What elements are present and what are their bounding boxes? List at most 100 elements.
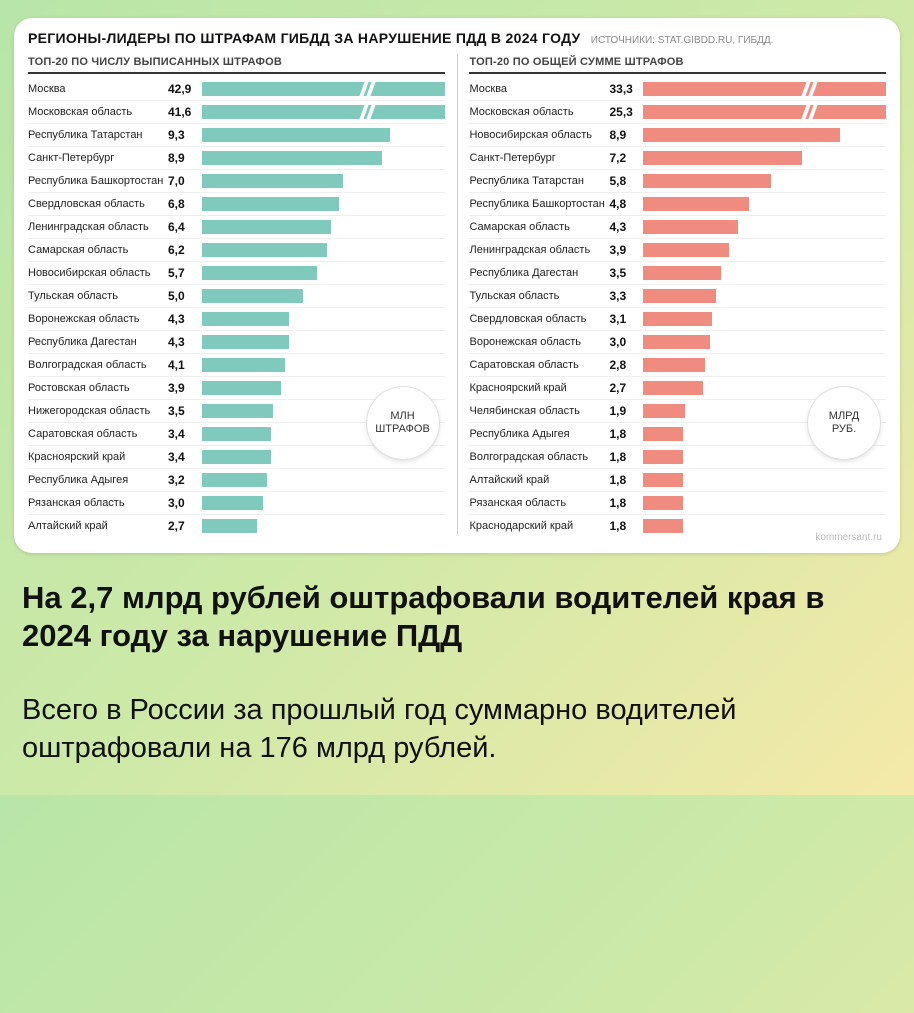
right-bar-track — [643, 174, 886, 188]
right-bar-track — [643, 335, 886, 349]
right-region-label: Республика Дагестан — [469, 267, 609, 279]
left-bar-track — [202, 243, 445, 257]
left-bar-track — [202, 151, 445, 165]
left-chart-rows: Москва42,9Московская область41,6Республи… — [28, 78, 445, 537]
left-row: Алтайский край2,7 — [28, 515, 445, 537]
right-bar-track — [643, 151, 886, 165]
left-region-label: Санкт-Петербург — [28, 152, 168, 164]
left-value-label: 5,0 — [168, 289, 202, 303]
right-region-label: Московская область — [469, 106, 609, 118]
right-bar-track — [643, 197, 886, 211]
left-value-label: 3,0 — [168, 496, 202, 510]
left-value-label: 6,8 — [168, 197, 202, 211]
left-region-label: Рязанская область — [28, 497, 168, 509]
right-region-label: Алтайский край — [469, 474, 609, 486]
right-bar — [643, 105, 886, 119]
left-row: Москва42,9 — [28, 78, 445, 101]
right-bar-track — [643, 243, 886, 257]
left-value-label: 3,2 — [168, 473, 202, 487]
left-value-label: 5,7 — [168, 266, 202, 280]
left-row: Волгоградская область4,1 — [28, 354, 445, 377]
right-value-label: 5,8 — [609, 174, 643, 188]
right-bar — [643, 220, 738, 234]
right-row: Свердловская область3,1 — [469, 308, 886, 331]
right-bar-track — [643, 82, 886, 96]
right-bar — [643, 128, 839, 142]
left-bar — [202, 220, 331, 234]
right-row: Рязанская область1,8 — [469, 492, 886, 515]
left-bar-track — [202, 128, 445, 142]
left-value-label: 3,4 — [168, 427, 202, 441]
left-bar — [202, 496, 263, 510]
left-value-label: 7,0 — [168, 174, 202, 188]
left-bar-track — [202, 519, 445, 533]
left-region-label: Тульская область — [28, 290, 168, 302]
left-row: Тульская область5,0 — [28, 285, 445, 308]
right-region-label: Новосибирская область — [469, 129, 609, 141]
right-region-label: Воронежская область — [469, 336, 609, 348]
watermark: kommersant.ru — [815, 532, 882, 543]
charts-divider — [457, 54, 458, 535]
left-region-label: Самарская область — [28, 244, 168, 256]
right-value-label: 2,7 — [609, 381, 643, 395]
left-value-label: 9,3 — [168, 128, 202, 142]
left-region-label: Республика Татарстан — [28, 129, 168, 141]
left-bar-track — [202, 105, 445, 119]
right-row: Тульская область3,3 — [469, 285, 886, 308]
right-bar — [643, 404, 685, 418]
left-row: Свердловская область6,8 — [28, 193, 445, 216]
left-bar-track — [202, 220, 445, 234]
left-bar — [202, 404, 273, 418]
right-region-label: Красноярский край — [469, 382, 609, 394]
right-row: Санкт-Петербург7,2 — [469, 147, 886, 170]
left-chart-title: ТОП-20 ПО ЧИСЛУ ВЫПИСАННЫХ ШТРАФОВ — [28, 52, 445, 74]
right-region-label: Республика Татарстан — [469, 175, 609, 187]
left-bar — [202, 105, 445, 119]
left-unit-bubble: МЛН ШТРАФОВ — [367, 387, 439, 459]
left-value-label: 3,9 — [168, 381, 202, 395]
right-row: Республика Дагестан3,5 — [469, 262, 886, 285]
left-region-label: Красноярский край — [28, 451, 168, 463]
axis-break-icon — [358, 79, 383, 99]
right-region-label: Рязанская область — [469, 497, 609, 509]
left-bar — [202, 427, 271, 441]
right-row: Воронежская область3,0 — [469, 331, 886, 354]
left-row: Новосибирская область5,7 — [28, 262, 445, 285]
right-value-label: 3,5 — [609, 266, 643, 280]
article-headline: На 2,7 млрд рублей оштрафовали водителей… — [22, 579, 892, 655]
left-bar-track — [202, 174, 445, 188]
left-bar — [202, 312, 289, 326]
right-value-label: 8,9 — [609, 128, 643, 142]
right-bar-track — [643, 266, 886, 280]
right-bar — [643, 197, 749, 211]
left-region-label: Новосибирская область — [28, 267, 168, 279]
right-value-label: 3,0 — [609, 335, 643, 349]
right-region-label: Санкт-Петербург — [469, 152, 609, 164]
right-value-label: 4,3 — [609, 220, 643, 234]
right-unit-bubble: МЛРД РУБ. — [808, 387, 880, 459]
right-region-label: Республика Башкортостан — [469, 198, 609, 210]
right-value-label: 25,3 — [609, 105, 643, 119]
right-region-label: Челябинская область — [469, 405, 609, 417]
left-row: Республика Татарстан9,3 — [28, 124, 445, 147]
left-value-label: 4,3 — [168, 312, 202, 326]
right-bar-track — [643, 105, 886, 119]
right-bar — [643, 174, 771, 188]
right-region-label: Тульская область — [469, 290, 609, 302]
left-region-label: Саратовская область — [28, 428, 168, 440]
right-value-label: 1,8 — [609, 473, 643, 487]
left-bar — [202, 519, 257, 533]
right-bar — [643, 243, 729, 257]
left-bar — [202, 128, 390, 142]
right-chart-rows: Москва33,3Московская область25,3Новосиби… — [469, 78, 886, 537]
right-region-label: Самарская область — [469, 221, 609, 233]
right-value-label: 1,8 — [609, 519, 643, 533]
right-bar-track — [643, 220, 886, 234]
article-body: Всего в России за прошлый год суммарно в… — [22, 691, 892, 768]
left-value-label: 2,7 — [168, 519, 202, 533]
left-region-label: Алтайский край — [28, 520, 168, 532]
right-row: Республика Башкортостан4,8 — [469, 193, 886, 216]
right-region-label: Краснодарский край — [469, 520, 609, 532]
left-bar — [202, 381, 281, 395]
left-bar-track — [202, 358, 445, 372]
